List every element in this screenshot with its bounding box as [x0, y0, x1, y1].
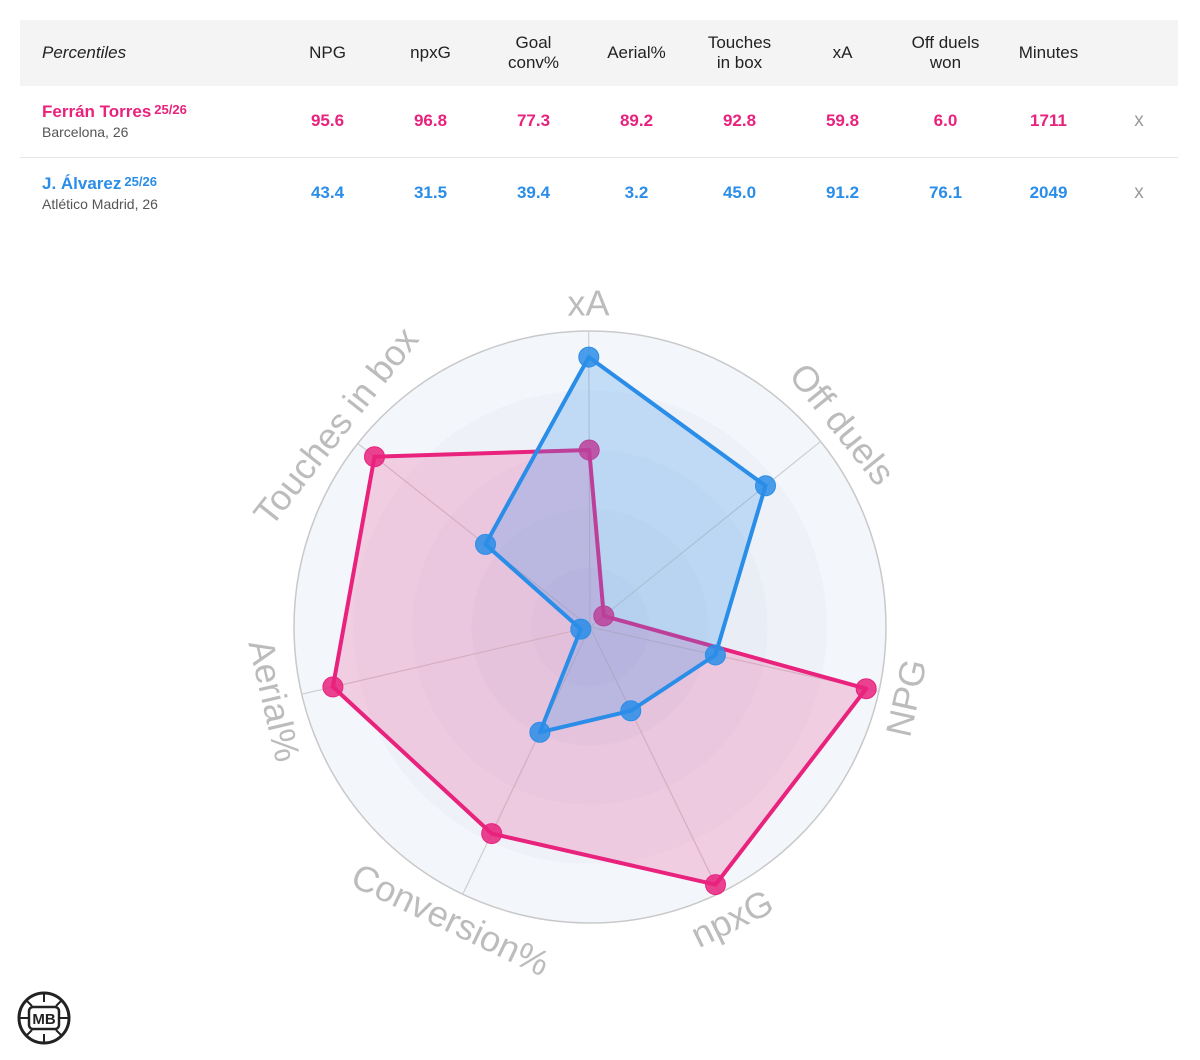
value-xa: 91.2 — [825, 182, 860, 202]
column-header-minutes[interactable]: Minutes — [997, 20, 1100, 86]
radar-point-j-alvarez-conversion- — [529, 721, 551, 743]
column-header-line: won — [929, 53, 962, 72]
column-header-line: in box — [716, 53, 763, 72]
column-header-off-duels-won[interactable]: Off duels won — [894, 20, 997, 86]
percentiles-table-wrapper: Percentiles NPG npxG Goal conv% Aerial% T… — [20, 20, 1178, 228]
table-row: Ferrán Torres 25/26 Barcelona, 26 95.6 96… — [20, 86, 1178, 157]
value-npxg: 31.5 — [413, 182, 448, 202]
column-header-aerial[interactable]: Aerial% — [585, 20, 688, 86]
radar-spoke-conversion- — [462, 626, 591, 895]
player-season: 25/26 — [154, 102, 187, 118]
radar-point-j-alvarez-off-duels — [755, 475, 776, 497]
table-row: J. Álvarez 25/26 Atlético Madrid, 26 43.4… — [20, 157, 1178, 228]
radar-axis-label-npg: NPG — [878, 655, 935, 740]
column-header-line: xA — [832, 43, 853, 62]
column-header-line: npxG — [410, 43, 451, 62]
radar-point-j-alvarez-npg — [704, 644, 726, 666]
radar-polygon-j-alvarez — [483, 355, 768, 735]
value-touches-in-box: 45.0 — [722, 182, 757, 202]
radar-spoke-touches-in-box — [357, 443, 591, 628]
table-header-row: Percentiles NPG npxG Goal conv% Aerial% T… — [20, 20, 1178, 86]
percentiles-table: Percentiles NPG npxG Goal conv% Aerial% T… — [20, 20, 1178, 228]
column-header-touches-in-box[interactable]: Touches in box — [688, 20, 791, 86]
radar-point-j-alvarez-xa — [578, 346, 600, 368]
value-npg: 95.6 — [310, 111, 345, 131]
player-name[interactable]: Ferrán Torres — [42, 102, 152, 122]
column-header-goal-conv[interactable]: Goal conv% — [482, 20, 585, 86]
value-xa: 59.8 — [825, 111, 860, 131]
radar-point-j-alvarez-npxg — [620, 700, 642, 722]
column-header-line: Off duels — [911, 33, 980, 52]
radar-polygon-ferran-torres — [330, 448, 869, 887]
radar-axis-label-xa: xA — [567, 282, 609, 323]
value-off-duels-won: 76.1 — [928, 182, 963, 202]
logo-text: MB — [32, 1011, 55, 1028]
player-cell: Ferrán Torres 25/26 Barcelona, 26 — [20, 86, 276, 157]
logo-badge — [27, 1005, 61, 1031]
player-name-line: J. Álvarez 25/26 — [42, 174, 276, 194]
player-name-line: Ferrán Torres 25/26 — [42, 102, 276, 122]
radar-point-j-alvarez-aerial- — [570, 618, 592, 640]
radar-spoke-xa — [588, 331, 591, 628]
player-cell: J. Álvarez 25/26 Atlético Madrid, 26 — [20, 157, 276, 228]
radar-point-ferran-torres-conversion- — [481, 823, 503, 845]
column-header-npxg[interactable]: npxG — [379, 20, 482, 86]
radar-point-j-alvarez-touches-in-box — [475, 533, 496, 555]
column-header-line: conv% — [507, 53, 560, 72]
player-name[interactable]: J. Álvarez — [42, 173, 122, 193]
remove-player-button[interactable]: x — [1134, 110, 1144, 132]
radar-point-ferran-torres-touches-in-box — [364, 446, 385, 468]
mb-logo: MB — [17, 991, 71, 1045]
value-npxg: 96.8 — [413, 111, 448, 131]
remove-player-button[interactable]: x — [1134, 181, 1144, 203]
column-header-line: Aerial% — [607, 43, 666, 62]
radar-spoke-off-duels — [589, 440, 821, 628]
column-header-line: Minutes — [1018, 43, 1079, 62]
column-header-xa[interactable]: xA — [791, 20, 894, 86]
value-off-duels-won: 6.0 — [933, 111, 958, 131]
column-header-line: NPG — [309, 43, 346, 62]
value-goal-conv: 39.4 — [516, 182, 551, 202]
percentiles-header: Percentiles — [42, 43, 127, 62]
value-aerial: 3.2 — [624, 182, 649, 202]
value-goal-conv: 77.3 — [516, 111, 551, 131]
player-season: 25/26 — [124, 173, 157, 189]
radar-point-ferran-torres-off-duels — [593, 605, 615, 627]
player-club-age: Barcelona, 26 — [42, 124, 129, 141]
radar-spoke-aerial- — [301, 626, 591, 695]
radar-point-ferran-torres-xa — [578, 439, 600, 461]
radar-point-ferran-torres-npxg — [705, 874, 726, 896]
radar-point-ferran-torres-aerial- — [322, 676, 344, 698]
value-npg: 43.4 — [310, 182, 345, 202]
value-touches-in-box: 92.8 — [722, 111, 757, 131]
logo-ball-lines — [19, 993, 69, 1043]
column-header-line: Goal — [515, 33, 552, 52]
player-club-age: Atlético Madrid, 26 — [42, 195, 158, 212]
radar-series-layer — [322, 346, 877, 896]
value-minutes: 1711 — [1030, 111, 1067, 131]
radar-spoke-npxg — [589, 626, 721, 894]
value-aerial: 89.2 — [619, 111, 654, 131]
column-header-line: Touches — [707, 33, 772, 52]
column-header-npg[interactable]: NPG — [276, 20, 379, 86]
radar-point-ferran-torres-npg — [855, 678, 877, 700]
value-minutes: 2049 — [1029, 182, 1068, 202]
